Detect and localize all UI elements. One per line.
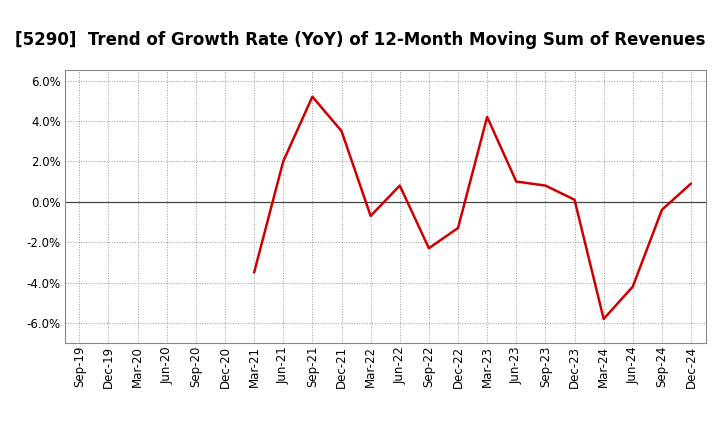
Text: [5290]  Trend of Growth Rate (YoY) of 12-Month Moving Sum of Revenues: [5290] Trend of Growth Rate (YoY) of 12-… <box>15 31 705 49</box>
